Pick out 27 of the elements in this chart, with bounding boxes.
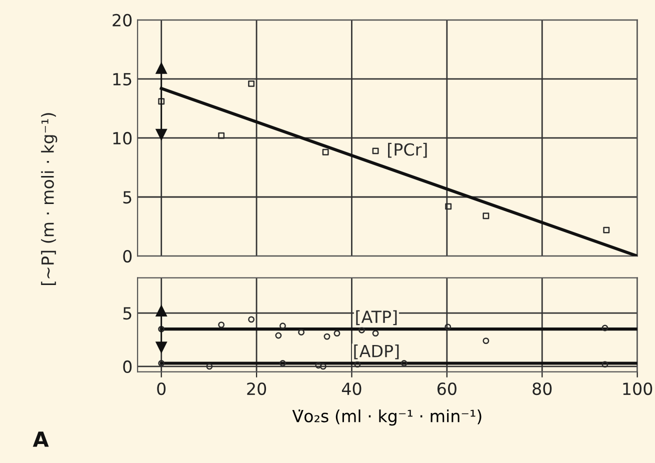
point — [158, 98, 165, 105]
point — [482, 212, 490, 220]
point — [248, 80, 255, 87]
text: A — [32, 432, 49, 447]
point — [603, 226, 610, 234]
y-tick-label: 15 — [113, 73, 132, 86]
y-axis-title: [~P] (m · moli · kg⁻¹) — [41, 113, 58, 286]
y-tick-label: 0 — [123, 360, 132, 374]
y-tick-label: 0 — [123, 250, 132, 263]
point — [445, 203, 452, 210]
y-tick-label: 20 — [112, 14, 132, 26]
series-label: [PCr] — [388, 142, 427, 158]
point — [372, 148, 379, 154]
x-tick-label: 0 — [157, 382, 166, 396]
point — [322, 148, 329, 156]
x-tick-label: 80 — [532, 382, 552, 396]
x-axis-title: V̇o₂s (ml · kg⁻¹ · min⁻¹) — [292, 409, 482, 426]
x-tick-label: 60 — [437, 382, 456, 396]
y-tick-label: 5 — [123, 191, 132, 204]
y-tick-label: 10 — [113, 132, 132, 145]
x-tick-label: 20 — [247, 382, 266, 396]
x-tick-label: 100 — [623, 382, 652, 396]
series-label: [ATP] — [356, 310, 397, 326]
y-tick-label: 5 — [123, 307, 132, 320]
point — [218, 132, 225, 139]
x-tick-label: 40 — [342, 382, 362, 396]
series-label: [ADP] — [354, 344, 399, 360]
